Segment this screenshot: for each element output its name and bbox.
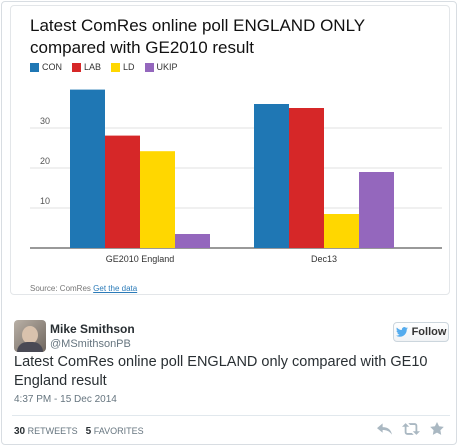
y-tick-label: 20 — [40, 156, 50, 166]
bar-ld-0 — [140, 151, 175, 248]
bar-chart: 10 20 30 GE2010 England Dec13 — [30, 89, 442, 264]
get-data-link[interactable]: Get the data — [93, 284, 138, 293]
bar-ukip-1 — [359, 172, 394, 248]
tweet-actions — [377, 422, 444, 440]
bar-ukip-0 — [175, 234, 210, 248]
follow-label: Follow — [411, 326, 447, 338]
x-tick-label: Dec13 — [311, 254, 337, 264]
legend-label: LAB — [84, 62, 102, 72]
retweets-count: 30 — [14, 426, 26, 437]
tweet-timestamp[interactable]: 4:37 PM - 15 Dec 2014 — [14, 394, 117, 405]
chart-title: Latest ComRes online poll ENGLAND ONLY c… — [30, 16, 365, 57]
favorites-stat[interactable]: 5 FAVORITES — [86, 426, 144, 437]
legend-label: CON — [42, 62, 62, 72]
divider — [12, 415, 450, 416]
legend-label: UKIP — [156, 62, 178, 72]
chart-legend: CON LAB LD UKIP — [30, 62, 178, 72]
legend-swatch — [30, 62, 39, 72]
user-name[interactable]: Mike Smithson — [50, 322, 135, 336]
legend-label: LD — [123, 62, 135, 72]
legend-swatch — [144, 62, 154, 72]
follow-button[interactable]: Follow — [393, 322, 449, 342]
y-tick-label: 10 — [40, 196, 50, 206]
star-icon[interactable] — [430, 422, 444, 440]
bar-lab-1 — [289, 108, 324, 248]
avatar[interactable] — [14, 320, 46, 352]
y-tick-label: 30 — [40, 116, 50, 126]
chart-source: Source: ComRes Get the data — [30, 284, 137, 293]
tweet-text: Latest ComRes online poll ENGLAND only c… — [14, 354, 428, 389]
favorites-label: FAVORITES — [93, 426, 144, 436]
bar-lab-0 — [105, 135, 140, 248]
chart-card: Latest ComRes online poll ENGLAND ONLY c… — [10, 5, 450, 295]
bar-con-1 — [254, 104, 289, 248]
tweet-stats: 30 RETWEETS 5 FAVORITES — [14, 426, 144, 437]
legend-item-con: CON — [30, 62, 62, 72]
bar-ld-1 — [324, 214, 359, 248]
retweets-stat[interactable]: 30 RETWEETS — [14, 426, 78, 437]
retweets-label: RETWEETS — [27, 426, 78, 436]
source-label: Source: ComRes — [30, 284, 91, 293]
x-tick-label: GE2010 England — [106, 254, 175, 264]
reply-icon[interactable] — [377, 422, 392, 440]
twitter-bird-icon — [395, 327, 408, 337]
legend-swatch — [72, 62, 81, 72]
legend-item-ukip: UKIP — [144, 62, 178, 72]
legend-swatch — [111, 62, 121, 72]
user-handle[interactable]: @MSmithsonPB — [50, 338, 131, 350]
legend-item-ld: LD — [111, 62, 135, 72]
legend-item-lab: LAB — [72, 62, 101, 72]
bar-con-0 — [70, 89, 105, 248]
retweet-icon[interactable] — [402, 422, 420, 440]
favorites-count: 5 — [85, 426, 92, 437]
